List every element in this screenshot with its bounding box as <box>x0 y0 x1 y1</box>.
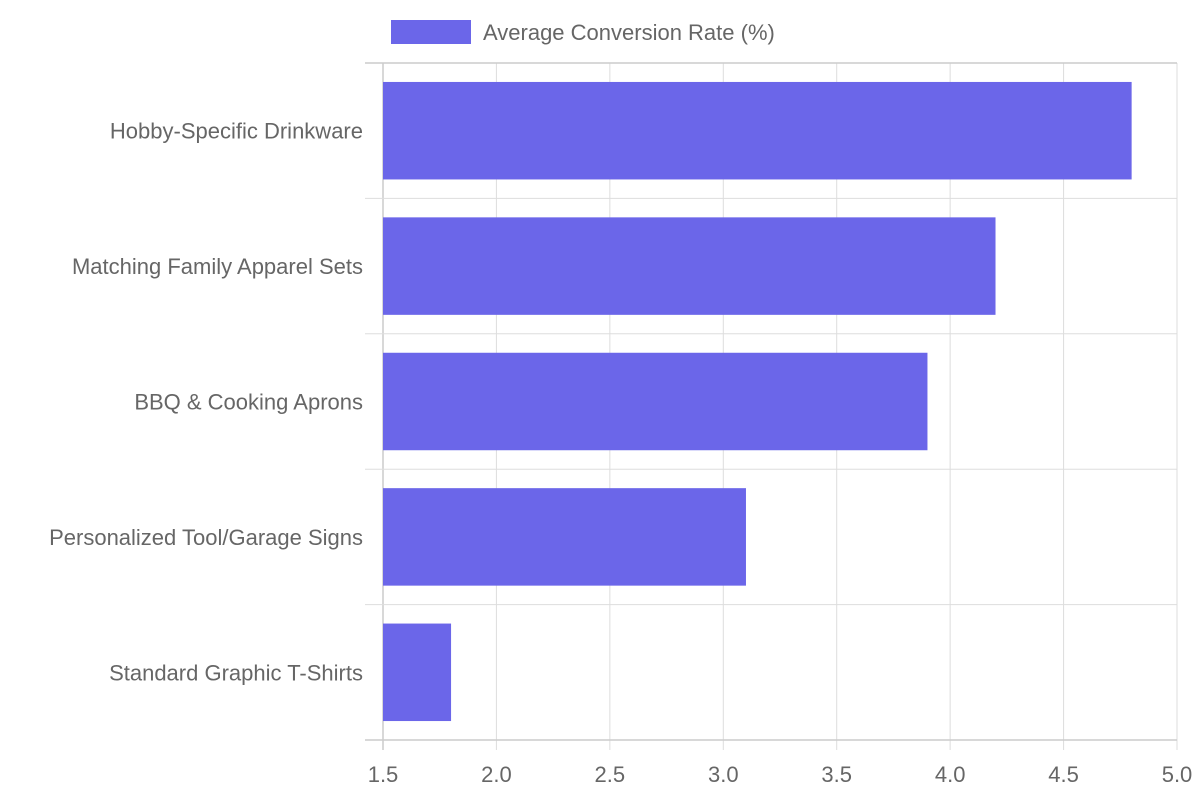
legend-label[interactable]: Average Conversion Rate (%) <box>483 20 775 45</box>
bar[interactable] <box>383 352 928 451</box>
x-tick-label: 5.0 <box>1162 762 1193 787</box>
x-tick-label: 4.0 <box>935 762 966 787</box>
category-label: Hobby-Specific Drinkware <box>110 119 363 144</box>
category-label: Personalized Tool/Garage Signs <box>49 525 363 550</box>
x-tick-label: 3.5 <box>821 762 852 787</box>
x-tick-label: 1.5 <box>368 762 399 787</box>
bar[interactable] <box>383 81 1132 180</box>
bar[interactable] <box>383 488 746 586</box>
x-tick-label: 3.0 <box>708 762 739 787</box>
legend-swatch[interactable] <box>391 20 471 44</box>
y-axis-categories: Hobby-Specific Drinkware Matching Family … <box>49 119 363 686</box>
bar[interactable] <box>383 623 452 722</box>
bar[interactable] <box>383 217 996 315</box>
legend[interactable]: Average Conversion Rate (%) <box>391 20 775 45</box>
x-tick-label: 2.5 <box>595 762 626 787</box>
category-label: BBQ & Cooking Aprons <box>134 390 363 415</box>
bars-layer <box>383 81 1132 722</box>
category-label: Standard Graphic T-Shirts <box>109 660 363 685</box>
x-tick-label: 2.0 <box>481 762 512 787</box>
x-tick-label: 4.5 <box>1048 762 1079 787</box>
x-axis-ticks: 1.5 2.0 2.5 3.0 3.5 4.0 4.5 5.0 <box>368 762 1193 787</box>
category-label: Matching Family Apparel Sets <box>72 254 363 279</box>
